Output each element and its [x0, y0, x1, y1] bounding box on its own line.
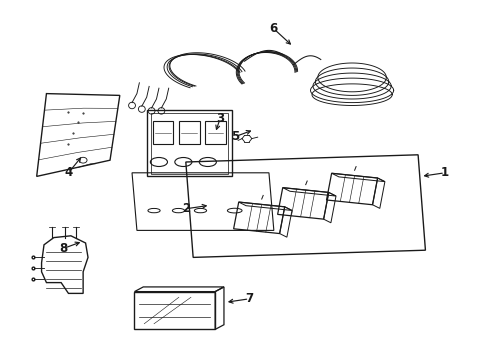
Text: 6: 6	[269, 22, 277, 35]
Bar	[146, 110, 232, 176]
Text: 4: 4	[64, 166, 72, 179]
Bar	[179, 121, 199, 144]
Bar	[205, 121, 225, 144]
Bar	[152, 121, 173, 144]
Text: 8: 8	[60, 242, 67, 255]
Text: 1: 1	[440, 166, 448, 179]
Text: 3: 3	[216, 112, 224, 125]
Bar	[134, 292, 215, 329]
Bar	[150, 113, 228, 174]
Text: 7: 7	[245, 292, 253, 305]
Text: 2: 2	[182, 202, 189, 215]
Text: 5: 5	[230, 130, 238, 143]
